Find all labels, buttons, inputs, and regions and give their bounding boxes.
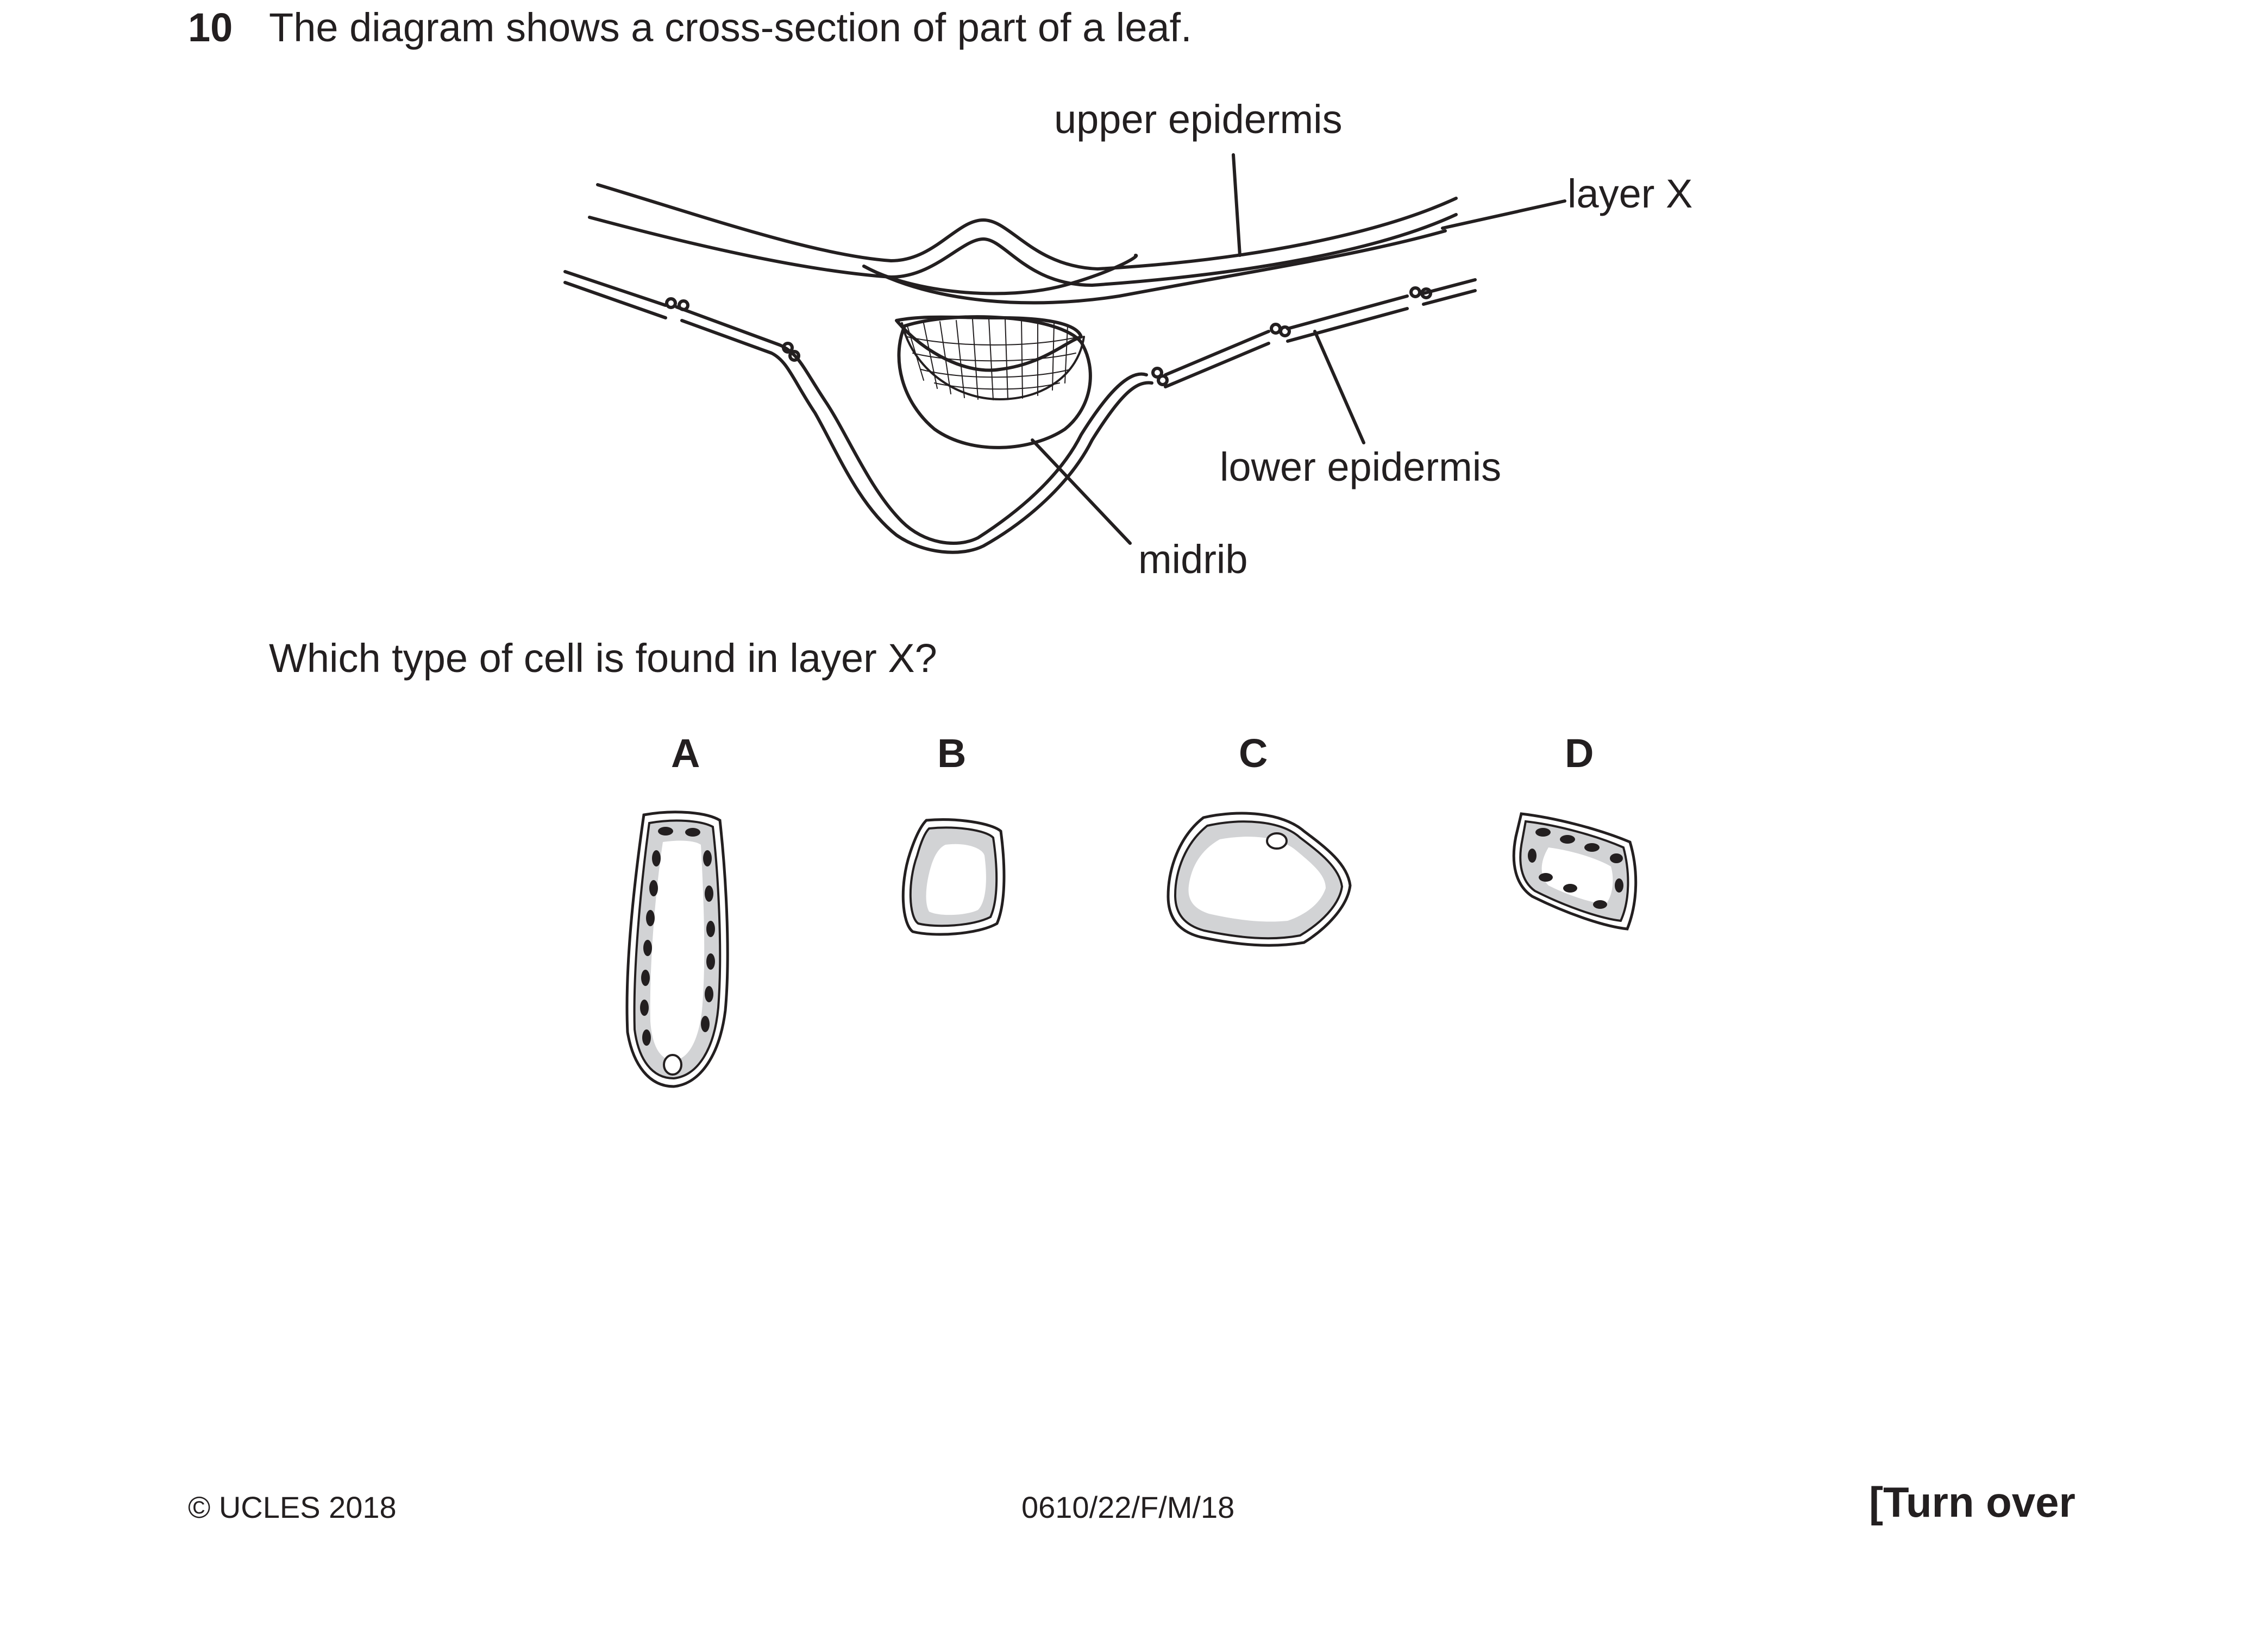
lower-epidermis-left-outer bbox=[563, 270, 1148, 545]
option-a-letter: A bbox=[671, 731, 700, 776]
question-number: 10 bbox=[188, 5, 233, 50]
label-layer-x: layer X bbox=[1567, 171, 1692, 216]
upper-epidermis-inner bbox=[588, 213, 1458, 287]
label-midrib: midrib bbox=[1138, 537, 1247, 582]
stoma-3b bbox=[1157, 374, 1169, 386]
lower-epidermis-left-inner bbox=[563, 281, 1153, 554]
stoma-1b bbox=[678, 299, 689, 311]
stoma-4b bbox=[1279, 325, 1291, 337]
leader-upper-epidermis bbox=[1232, 153, 1241, 257]
option-b-letter: B bbox=[937, 731, 966, 776]
stoma-4a bbox=[1270, 323, 1282, 335]
stoma-5a bbox=[1409, 286, 1421, 298]
option-d-letter: D bbox=[1565, 731, 1594, 776]
upper-epidermis-outer bbox=[596, 183, 1458, 271]
cell-d-drawing bbox=[1512, 812, 1638, 931]
cell-a-drawing bbox=[625, 811, 729, 1088]
layer-x-lower-edge bbox=[862, 229, 1447, 305]
label-upper-epidermis: upper epidermis bbox=[1054, 97, 1343, 142]
lower-epidermis-right-inner bbox=[1164, 289, 1477, 388]
lower-epidermis-right-outer bbox=[1164, 278, 1477, 376]
footer-paper-code: 0610/22/F/M/18 bbox=[1021, 1490, 1235, 1524]
cell-c-drawing bbox=[1167, 812, 1352, 947]
stoma-2b bbox=[788, 350, 800, 362]
leader-midrib bbox=[1031, 438, 1132, 545]
question-prompt: Which type of cell is found in layer X? bbox=[269, 636, 937, 681]
question-intro: The diagram shows a cross-section of par… bbox=[269, 5, 1192, 50]
vascular-bundle bbox=[895, 315, 1083, 372]
stoma-2a bbox=[782, 342, 794, 354]
option-c-letter: C bbox=[1239, 731, 1268, 776]
label-lower-epidermis: lower epidermis bbox=[1220, 444, 1501, 489]
footer-copyright: © UCLES 2018 bbox=[188, 1490, 397, 1524]
stoma-3a bbox=[1151, 367, 1163, 379]
leader-lower-epidermis bbox=[1313, 330, 1365, 444]
cell-b-drawing bbox=[901, 818, 1006, 936]
leader-layer-x bbox=[1441, 199, 1566, 230]
stoma-5b bbox=[1420, 287, 1432, 299]
stoma-1a bbox=[665, 297, 677, 309]
footer-turn-over: [Turn over bbox=[1869, 1478, 2075, 1526]
midrib-sheath bbox=[897, 315, 1092, 449]
layer-x-boundary bbox=[862, 254, 1138, 296]
